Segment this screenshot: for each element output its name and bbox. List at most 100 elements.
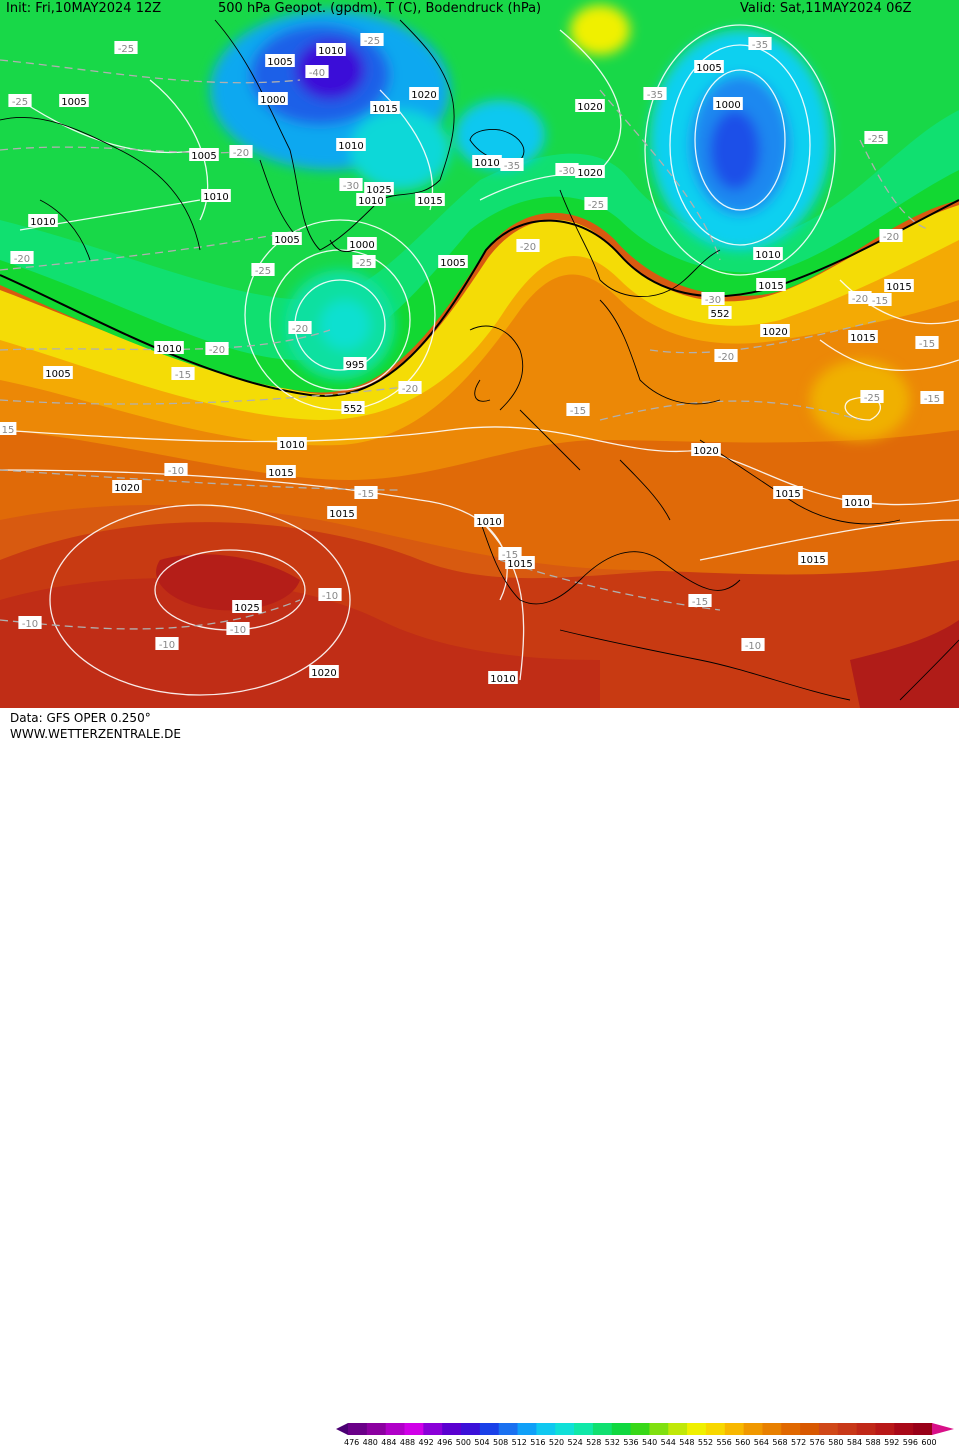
colorbar-tick-label: 540 bbox=[642, 1438, 658, 1447]
pressure-label-box bbox=[356, 193, 386, 206]
temperature-label-box bbox=[915, 336, 939, 349]
temperature-label-box bbox=[164, 463, 188, 476]
band-592 bbox=[0, 578, 600, 708]
pressure-label-box bbox=[472, 155, 502, 168]
colorbar-swatch bbox=[856, 1423, 876, 1435]
band-556 bbox=[0, 205, 959, 420]
temperature-label-box bbox=[516, 239, 540, 252]
pressure-label-box bbox=[760, 324, 790, 337]
pressure-label: 1010 bbox=[755, 250, 780, 261]
temperature-label-box bbox=[0, 422, 17, 435]
temperature-label-box bbox=[398, 381, 422, 394]
pressure-label-box bbox=[575, 99, 605, 112]
pressure-label-box bbox=[488, 671, 518, 684]
map-title: 500 hPa Geopot. (gpdm), T (C), Bodendruc… bbox=[218, 1, 542, 16]
pressure-label: 1015 bbox=[329, 509, 354, 520]
website: WWW.WETTERZENTRALE.DE bbox=[10, 727, 181, 741]
temperature-label: -20 bbox=[718, 352, 734, 363]
temperature-label-box bbox=[566, 403, 590, 416]
pressure-label: 1015 bbox=[850, 333, 875, 344]
colorbar-tick-label: 528 bbox=[586, 1438, 602, 1447]
colorbar-swatch bbox=[404, 1423, 424, 1435]
temperature-label: -30 bbox=[559, 166, 575, 177]
temperature-label: -15 bbox=[919, 339, 935, 350]
pressure-label: 1005 bbox=[696, 63, 721, 74]
pressure-label-box bbox=[266, 465, 296, 478]
pressure-label-box bbox=[232, 600, 262, 613]
colorbar-tick-label: 596 bbox=[902, 1438, 919, 1447]
temperature-label: -20 bbox=[852, 294, 868, 305]
temperature-label: -15 bbox=[570, 406, 586, 417]
pressure-label-box bbox=[43, 366, 73, 379]
pressure-label-box bbox=[474, 514, 504, 527]
map-labels: 1010 1005 1000 1005 1010 1020 1015 1010 1020 1025… bbox=[0, 33, 944, 685]
colorbar-tick-label: 592 bbox=[884, 1438, 900, 1447]
colorbar-tick-label: 560 bbox=[735, 1438, 751, 1447]
temperature-label-box bbox=[701, 292, 725, 305]
pressure-label-box bbox=[438, 255, 468, 268]
colorbar-swatch bbox=[800, 1423, 820, 1435]
pressure-label-box bbox=[154, 341, 184, 354]
geopotential-label-box bbox=[708, 306, 732, 319]
temperature-label: -25 bbox=[12, 97, 28, 108]
colorbar-swatch bbox=[705, 1423, 726, 1435]
pressure-label: 1020 bbox=[693, 446, 718, 457]
colorbar-swatch bbox=[574, 1423, 594, 1435]
pressure-label-box bbox=[370, 101, 400, 114]
temperature-label-box bbox=[748, 37, 772, 50]
colorbar-swatch bbox=[894, 1423, 914, 1435]
low-denmark-strait bbox=[350, 110, 450, 190]
pressure-label-box bbox=[327, 506, 357, 519]
colorbar-swatch bbox=[479, 1423, 500, 1435]
low-norway-center bbox=[710, 110, 760, 190]
colorbar-swatch bbox=[913, 1423, 933, 1435]
init-time: Init: Fri,10MAY2024 12Z bbox=[6, 1, 162, 16]
pressure-label: 1005 bbox=[267, 57, 292, 68]
pressure-label: 1020 bbox=[114, 483, 139, 494]
weather-map: 1010 1005 1000 1005 1010 1020 1015 1010 1020 1025… bbox=[0, 0, 959, 708]
pressure-label: 1015 bbox=[268, 468, 293, 479]
colorbar-tick-label: 544 bbox=[660, 1438, 676, 1447]
colorbar-swatch bbox=[517, 1423, 537, 1435]
pressure-label: 1015 bbox=[800, 555, 825, 566]
temperature-label: -35 bbox=[752, 40, 768, 51]
colorbar-swatch bbox=[498, 1423, 519, 1435]
temperature-label-box bbox=[8, 94, 32, 107]
temperature-label: -15 bbox=[358, 489, 374, 500]
pressure-label-box bbox=[713, 97, 743, 110]
temperature-label-box bbox=[848, 291, 872, 304]
temperature-label-box bbox=[360, 33, 384, 46]
pressure-label: 1020 bbox=[762, 327, 787, 338]
pressure-label-box bbox=[842, 495, 872, 508]
pressure-label: 1010 bbox=[279, 440, 304, 451]
colorbar-swatch bbox=[461, 1423, 481, 1435]
pressure-label: 1010 bbox=[844, 498, 869, 509]
temperature-label: -20 bbox=[402, 384, 418, 395]
temperature-label-box bbox=[864, 131, 888, 144]
pressure-label-box bbox=[409, 87, 439, 100]
temperature-label-box bbox=[688, 594, 712, 607]
coastlines bbox=[0, 19, 959, 701]
temperature-label: -15 bbox=[872, 296, 888, 307]
pressure-label-box bbox=[277, 437, 307, 450]
colorbar-tick-label: 584 bbox=[846, 1438, 863, 1447]
colorbar-tick-label: 488 bbox=[399, 1438, 416, 1447]
temperature-label: -20 bbox=[209, 345, 225, 356]
pressure-label: 1010 bbox=[156, 344, 181, 355]
pressure-label: 1010 bbox=[203, 192, 228, 203]
pressure-label-box bbox=[691, 443, 721, 456]
pressure-label-box bbox=[265, 54, 295, 67]
low-iceland bbox=[455, 100, 545, 170]
colorbar-swatch bbox=[423, 1423, 443, 1435]
pressure-label-box bbox=[189, 148, 219, 161]
temperature-label: -10 bbox=[168, 466, 184, 477]
pressure-label: 1010 bbox=[476, 517, 501, 528]
pressure-label-box bbox=[575, 165, 605, 178]
pressure-label: 1005 bbox=[45, 369, 70, 380]
map-header: Init: Fri,10MAY2024 12Z 500 hPa Geopot. … bbox=[0, 0, 959, 18]
temperature-label: -25 bbox=[118, 44, 134, 55]
colorbar-tick-label: 556 bbox=[716, 1438, 732, 1447]
temperature-label: -15 bbox=[502, 550, 518, 561]
pressure-label: 1010 bbox=[490, 674, 515, 685]
colorbar-arrow-left bbox=[336, 1423, 348, 1435]
